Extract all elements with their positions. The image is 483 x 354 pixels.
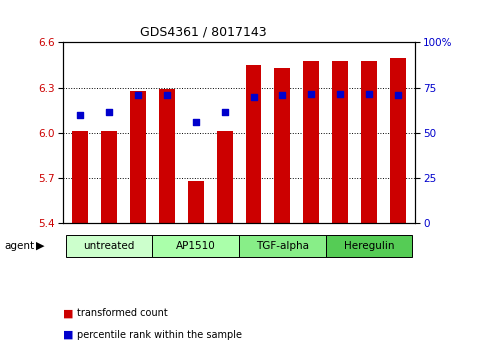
FancyBboxPatch shape: [239, 235, 326, 257]
Point: [394, 92, 402, 98]
Bar: [303, 61, 319, 223]
Bar: [274, 68, 290, 223]
Text: percentile rank within the sample: percentile rank within the sample: [77, 330, 242, 339]
Text: ▶: ▶: [36, 241, 45, 251]
Bar: [217, 131, 233, 223]
Bar: [101, 131, 117, 223]
Bar: [188, 181, 204, 223]
Point: [365, 91, 373, 96]
Point: [279, 92, 286, 98]
Text: ■: ■: [63, 330, 73, 339]
FancyBboxPatch shape: [66, 235, 152, 257]
Text: Heregulin: Heregulin: [344, 241, 395, 251]
Text: ■: ■: [63, 308, 73, 318]
Point: [105, 109, 113, 115]
Point: [336, 91, 344, 96]
Bar: [245, 65, 261, 223]
Text: GDS4361 / 8017143: GDS4361 / 8017143: [140, 25, 266, 38]
Bar: [361, 61, 377, 223]
Text: agent: agent: [5, 241, 35, 251]
Text: untreated: untreated: [84, 241, 135, 251]
Bar: [390, 57, 406, 223]
Bar: [159, 89, 175, 223]
Bar: [332, 61, 348, 223]
Text: transformed count: transformed count: [77, 308, 168, 318]
Point: [192, 119, 199, 125]
Point: [250, 94, 257, 99]
Text: TGF-alpha: TGF-alpha: [256, 241, 309, 251]
Bar: [72, 131, 88, 223]
FancyBboxPatch shape: [152, 235, 239, 257]
Point: [221, 109, 228, 115]
Point: [134, 92, 142, 98]
Text: AP1510: AP1510: [176, 241, 215, 251]
FancyBboxPatch shape: [326, 235, 412, 257]
Bar: [130, 91, 146, 223]
Point: [76, 112, 84, 118]
Point: [163, 92, 170, 98]
Point: [308, 91, 315, 96]
